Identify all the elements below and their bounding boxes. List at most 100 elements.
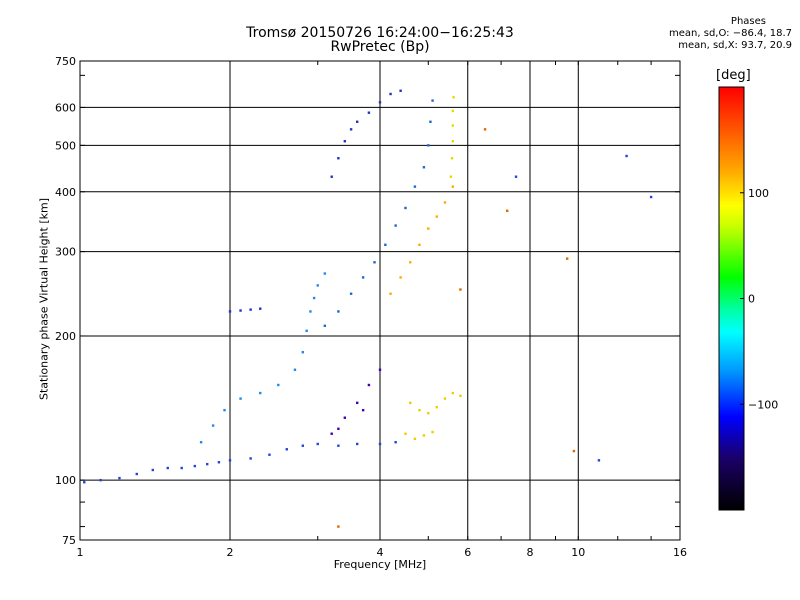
data-point	[301, 350, 305, 354]
data-point	[399, 276, 402, 279]
data-point	[316, 284, 319, 287]
y-tick-label: 300	[55, 246, 76, 259]
data-point	[378, 368, 382, 371]
data-point	[565, 257, 569, 260]
data-point	[323, 272, 327, 275]
data-point	[151, 468, 155, 472]
data-point	[228, 310, 232, 313]
data-point	[239, 309, 242, 312]
data-point	[422, 434, 426, 437]
data-point	[418, 408, 421, 412]
data-point	[427, 144, 430, 147]
data-point	[459, 394, 462, 398]
data-point	[427, 227, 430, 230]
data-point	[268, 453, 271, 456]
data-point	[418, 243, 421, 246]
data-point	[259, 307, 262, 310]
data-point	[199, 441, 203, 444]
data-point	[309, 310, 312, 313]
data-point	[443, 397, 447, 400]
data-point	[625, 154, 628, 158]
chart-title: Tromsø 20150726 16:24:00−16:25:43	[246, 25, 514, 41]
data-point	[431, 99, 434, 102]
data-point	[394, 224, 397, 227]
y-tick-label: 200	[55, 330, 76, 343]
data-point	[330, 175, 333, 178]
data-point	[451, 185, 455, 188]
data-point	[373, 261, 376, 264]
x-tick-label: 1	[77, 546, 84, 559]
data-point	[399, 89, 402, 92]
data-point	[409, 401, 412, 405]
data-point	[451, 140, 455, 143]
data-point	[249, 457, 252, 460]
data-point	[367, 111, 371, 114]
data-point	[435, 406, 438, 409]
data-point	[459, 288, 462, 291]
data-point	[378, 442, 382, 446]
data-point	[389, 292, 392, 295]
data-point	[337, 444, 340, 447]
data-point	[337, 157, 340, 160]
data-point	[118, 476, 121, 480]
y-tick-label: 600	[55, 101, 76, 114]
phases-line-x: mean, sd,X: 93.7, 20.9	[678, 40, 792, 51]
data-point	[301, 444, 305, 447]
plot-frame	[79, 60, 681, 541]
data-point	[389, 92, 392, 96]
colorbar-tick-label: 100	[748, 187, 769, 200]
data-point	[343, 416, 347, 419]
data-point	[316, 442, 319, 446]
data-point	[99, 478, 102, 482]
data-point	[422, 166, 426, 169]
data-point	[514, 175, 518, 178]
data-point	[451, 109, 455, 113]
data-point	[330, 432, 333, 435]
data-point	[205, 462, 209, 466]
data-point	[409, 261, 412, 264]
colorbar-frame	[718, 86, 745, 511]
data-point	[394, 441, 397, 444]
data-point	[649, 195, 653, 199]
data-point	[228, 459, 232, 462]
y-tick-label: 100	[55, 474, 76, 487]
phases-title: Phases	[730, 16, 766, 27]
data-point	[429, 120, 432, 123]
data-point	[166, 466, 169, 470]
y-tick-label: 400	[55, 186, 76, 199]
data-point	[249, 308, 252, 311]
data-point	[367, 383, 371, 387]
data-point	[305, 329, 308, 333]
data-point	[349, 128, 353, 131]
data-point	[404, 206, 407, 210]
data-point	[451, 391, 455, 395]
y-tick-label: 500	[55, 139, 76, 152]
data-point	[435, 215, 438, 218]
data-point	[597, 459, 601, 462]
data-point	[572, 449, 576, 453]
colorbar-label: [deg]	[716, 68, 751, 83]
colorbar-tick-label: 0	[748, 293, 755, 306]
phases-line-o: mean, sd,O: −86.4, 18.7	[669, 28, 792, 39]
data-point	[293, 368, 297, 371]
data-point	[277, 383, 280, 387]
data-point	[211, 424, 215, 427]
chart-subtitle: RwPretec (Bp)	[330, 39, 430, 55]
data-point	[343, 140, 347, 143]
data-point	[451, 124, 455, 127]
data-point	[427, 411, 430, 415]
data-point	[312, 296, 316, 300]
data-point	[349, 292, 353, 295]
x-tick-label: 6	[464, 546, 471, 559]
data-point	[355, 442, 359, 446]
data-point	[180, 466, 183, 470]
colorbar-tick-label: −100	[748, 398, 778, 411]
data-point	[337, 310, 340, 313]
y-tick-label: 750	[55, 55, 76, 68]
data-point	[259, 391, 262, 395]
data-point	[355, 401, 359, 405]
data-point	[413, 185, 417, 188]
phases-legend: Phases mean, sd,O: −86.4, 18.7 mean, sd,…	[669, 16, 792, 52]
data-point	[135, 472, 138, 476]
